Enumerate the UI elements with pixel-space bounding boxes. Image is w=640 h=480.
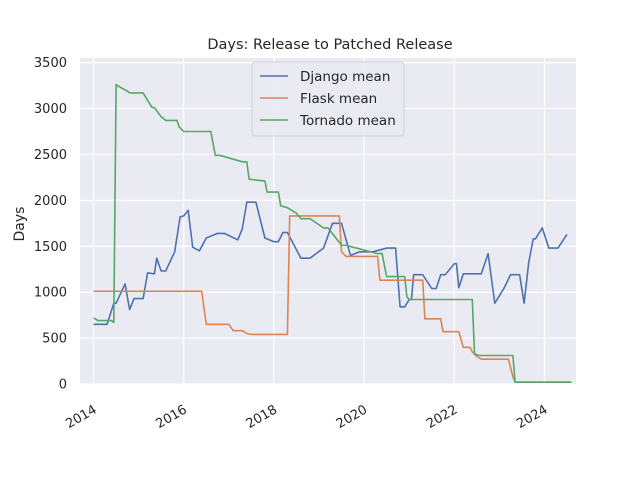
x-tick-label: 2024 [514,402,550,432]
x-tick-label: 2018 [244,402,280,432]
x-tick-label: 2022 [424,402,460,432]
x-tick-label: 2014 [63,402,99,432]
y-tick-label: 0 [59,378,67,393]
y-tick-label: 3500 [34,56,67,71]
y-tick-label: 1500 [34,240,67,255]
x-axis-ticks: 2014 2016 2018 2020 2022 2024 [63,402,550,432]
y-axis-ticks: 0 500 1000 1500 2000 2500 3000 3500 [34,56,67,392]
series-line-flask-mean [93,215,572,384]
chart-title: Days: Release to Patched Release [207,37,452,53]
legend: Django mean Flask mean Tornado mean [251,61,405,137]
legend-box [251,61,405,137]
x-tick-label: 2020 [334,402,370,432]
y-tick-label: 500 [42,332,67,347]
y-tick-label: 1000 [34,286,67,301]
y-tick-label: 2000 [34,194,67,209]
legend-label-django-mean: Django mean [300,69,390,85]
x-tick-label: 2016 [154,402,190,432]
legend-label-flask-mean: Flask mean [300,91,377,107]
series-line-django-mean [93,201,568,326]
grid [80,58,576,385]
series-line-tornado-mean [93,83,572,384]
series-layer [93,83,572,384]
y-axis-label: Days [12,207,28,242]
y-tick-label: 2500 [34,148,67,163]
legend-label-tornado-mean: Tornado mean [299,113,396,129]
y-tick-label: 3000 [34,102,67,117]
